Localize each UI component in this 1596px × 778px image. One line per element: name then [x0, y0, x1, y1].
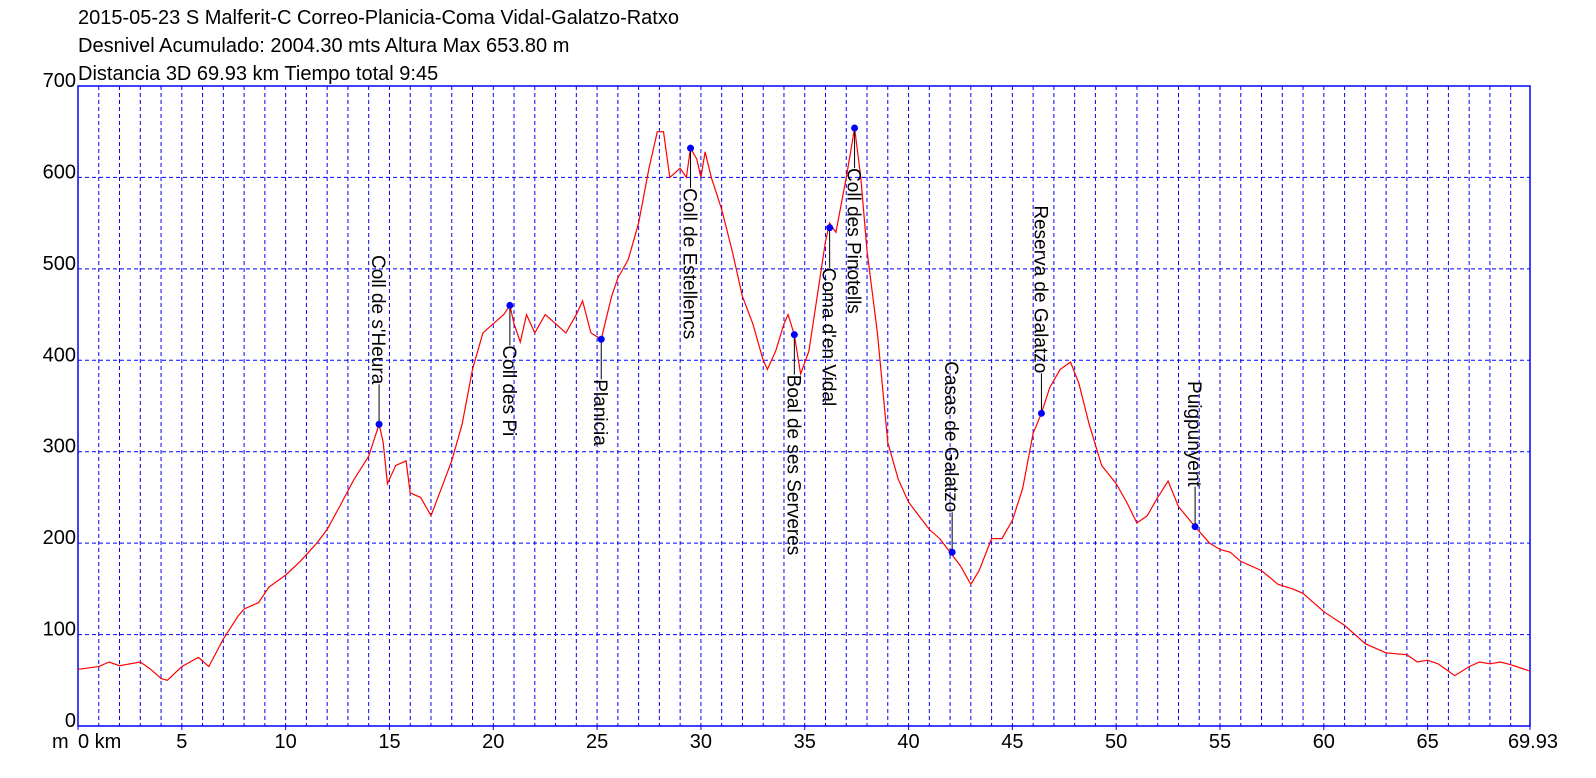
- x-tick-label: 40: [897, 731, 919, 753]
- x-tick-label: 5: [176, 731, 187, 753]
- waypoint-label: Boal de ses Serveres: [782, 375, 803, 556]
- x-tick-label: 25: [586, 731, 608, 753]
- waypoint-label: Puigpunyent: [1183, 381, 1204, 487]
- waypoint-label: Coll des Pi: [498, 345, 519, 436]
- x-tick-label: 50: [1105, 731, 1127, 753]
- waypoint: [597, 335, 605, 343]
- plot-frame: [77, 85, 1531, 727]
- y-tick-label: 500: [43, 253, 76, 275]
- waypoint: [790, 331, 798, 339]
- waypoint-label: Reserva de Galatzo: [1029, 205, 1050, 373]
- title-line: Distancia 3D 69.93 km Tiempo total 9:45: [78, 63, 438, 85]
- y-unit: m: [52, 731, 69, 753]
- waypoint-label: Coll de s'Heura: [367, 255, 388, 385]
- waypoint: [375, 420, 383, 428]
- x-tick-label: 69.93: [1508, 731, 1558, 753]
- waypoint: [506, 301, 514, 309]
- x-tick-label: 60: [1313, 731, 1335, 753]
- x-tick-label: 0 km: [78, 731, 121, 753]
- waypoint-label: Coma d'en Vidal: [818, 268, 839, 406]
- waypoint-label: Coll des Pinotells: [843, 168, 864, 314]
- waypoint: [687, 144, 695, 152]
- y-tick-label: 400: [43, 344, 76, 366]
- waypoint-label: Casas de Galatzo: [940, 361, 961, 512]
- x-tick-label: 35: [794, 731, 816, 753]
- y-tick-label: 200: [43, 527, 76, 549]
- waypoint: [948, 548, 956, 556]
- x-tick-label: 20: [482, 731, 504, 753]
- x-tick-label: 65: [1417, 731, 1439, 753]
- y-tick-label: 600: [43, 161, 76, 183]
- x-tick-label: 55: [1209, 731, 1231, 753]
- waypoint: [826, 224, 834, 232]
- title-line: 2015-05-23 S Malferit-C Correo-Planicia-…: [78, 7, 679, 29]
- y-tick-label: 700: [43, 70, 76, 92]
- y-tick-label: 0: [65, 710, 76, 732]
- y-tick-label: 300: [43, 436, 76, 458]
- title-line: Desnivel Acumulado: 2004.30 mts Altura M…: [78, 35, 569, 57]
- waypoint-label: Coll de Estellencs: [679, 188, 700, 339]
- waypoint: [851, 124, 859, 132]
- y-tick-label: 100: [43, 619, 76, 641]
- waypoint-label: Planicia: [589, 379, 610, 446]
- x-tick-label: 10: [275, 731, 297, 753]
- waypoint: [1037, 409, 1045, 417]
- x-tick-label: 45: [1001, 731, 1023, 753]
- x-tick-label: 30: [690, 731, 712, 753]
- x-tick-label: 15: [378, 731, 400, 753]
- waypoint: [1191, 523, 1199, 531]
